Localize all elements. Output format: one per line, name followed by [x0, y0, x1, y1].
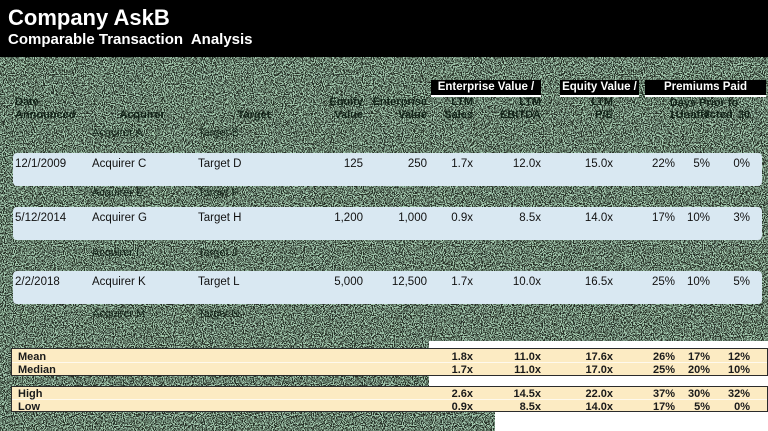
high-low-divider — [12, 399, 767, 400]
report-subtitle: Comparable Transaction Analysis — [8, 31, 253, 48]
summary-gap-bottom — [495, 412, 768, 431]
group-header-equity-value: Equity Value / — [560, 80, 639, 97]
group-header-enterprise-value: Enterprise Value / — [431, 80, 541, 97]
group-header-premiums-paid: Premiums Paid — [645, 80, 766, 97]
summary-gap-top — [429, 341, 768, 349]
title-block: Company AskB Comparable Transaction Anal… — [0, 0, 768, 57]
company-title: Company AskB — [8, 5, 170, 30]
mean-median-divider — [12, 362, 767, 363]
summary-gap-middle — [429, 376, 768, 386]
